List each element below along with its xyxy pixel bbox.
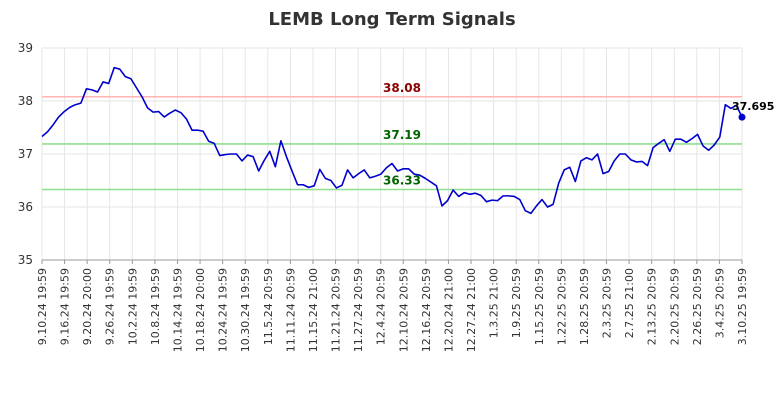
x-tick-label: 12.20.24 21:00 [442,268,455,352]
x-tick-label: 1.3.25 21:00 [488,268,501,338]
y-tick-label: 37 [18,147,33,161]
x-tick-label: 10.18.24 20:00 [194,268,207,352]
x-tick-label: 2.3.25 20:59 [601,268,614,338]
x-tick-label: 11.27.24 20:59 [352,268,365,352]
x-tick-label: 10.24.24 19:59 [217,268,230,352]
reference-label: 36.33 [383,174,421,188]
x-tick-label: 9.20.24 20:00 [81,268,94,345]
last-value-label: 37.695 [732,100,774,113]
y-tick-label: 35 [18,253,33,267]
x-tick-label: 3.4.25 20:59 [713,268,726,338]
x-tick-label: 12.27.24 21:00 [465,268,478,352]
x-tick-label: 9.16.24 19:59 [59,268,72,345]
x-tick-label: 11.15.24 21:00 [307,268,320,352]
x-tick-label: 10.30.24 19:59 [239,268,252,352]
x-tick-label: 9.26.24 19:59 [104,268,117,345]
x-tick-label: 11.5.24 20:59 [262,268,275,345]
x-tick-label: 2.20.25 20:59 [668,268,681,345]
series-line [41,66,743,215]
x-tick-label: 12.4.24 20:59 [375,268,388,345]
grid [41,47,743,261]
x-tick-label: 2.13.25 20:59 [646,268,659,345]
x-tick-label: 11.21.24 20:59 [330,268,343,352]
x-tick-label: 3.10.25 19:59 [736,268,749,345]
x-tick-label: 12.16.24 20:59 [420,268,433,352]
y-tick-label: 39 [18,41,33,55]
reference-lines: 38.08 37.19 36.33 [42,81,742,191]
y-tick-label: 38 [18,94,33,108]
x-tick-label: 1.9.25 20:59 [510,268,523,338]
reference-label: 37.19 [383,128,421,142]
x-tick-label: 10.14.24 19:59 [171,268,184,352]
chart-title: LEMB Long Term Signals [268,9,515,30]
x-tick-label: 9.10.24 19:59 [36,268,49,345]
x-tick-label: 10.8.24 19:59 [149,268,162,345]
x-tick-label: 1.28.25 20:59 [578,268,591,345]
last-point [738,113,746,121]
y-axis: 35 36 37 38 39 [18,41,33,267]
x-tick-label: 2.26.25 20:59 [691,268,704,345]
last-value-marker: 37.695 [732,100,774,121]
x-tick-label: 12.10.24 20:59 [397,268,410,352]
x-tick-label: 10.2.24 19:59 [126,268,139,345]
x-tick-label: 1.22.25 20:59 [555,268,568,345]
x-tick-label: 2.7.25 21:00 [623,268,636,338]
x-tick-label: 11.11.24 20:59 [284,268,297,352]
x-tick-label: 1.15.25 20:59 [533,268,546,345]
series-group [41,66,743,215]
y-tick-label: 36 [18,200,33,214]
x-axis: 9.10.24 19:59 9.16.24 19:59 9.20.24 20:00 9… [36,259,749,352]
reference-label: 38.08 [383,81,421,95]
